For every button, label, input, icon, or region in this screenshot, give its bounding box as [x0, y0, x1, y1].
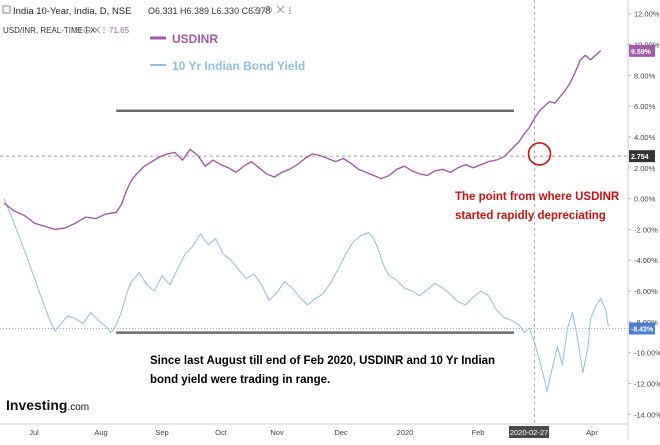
price-tag-label: 2.754 — [631, 154, 649, 161]
price-tag-label: -8.43% — [631, 326, 654, 333]
y-tick-label: 12.00% — [634, 10, 660, 19]
x-tick-label: 2020-02-27 — [510, 428, 548, 437]
close-icon[interactable] — [276, 5, 285, 14]
header-ohlc: O6.331 H6.389 L6.330 C6.378 — [148, 6, 271, 16]
header-title: India 10-Year, India, D, NSE — [13, 6, 131, 17]
range-lines — [116, 109, 514, 334]
eye-icon[interactable] — [72, 26, 82, 33]
x-tick-label: Feb — [472, 428, 485, 437]
price-tag-label: 9.59% — [631, 49, 652, 56]
x-tick-label: Dec — [334, 428, 348, 437]
investing-logo: Investing.com — [6, 397, 89, 413]
close-icon[interactable] — [93, 26, 101, 34]
y-tick-label: -12.00% — [634, 379, 660, 388]
y-tick-label: 4.00% — [634, 133, 656, 142]
y-tick-label: 6.00% — [634, 102, 656, 111]
settings-icon[interactable] — [264, 6, 272, 14]
annotation-depreciation: The point from where USDINR started rapi… — [455, 191, 620, 222]
x-tick-label: 2020 — [397, 428, 414, 437]
x-tick-highlight — [509, 426, 549, 438]
eye-icon[interactable] — [251, 6, 261, 14]
y-tick-label: -4.00% — [634, 256, 658, 265]
price-tag — [629, 322, 655, 335]
legend-label: 10 Yr Indian Bond Yield — [172, 59, 305, 73]
price-tags: 9.59% 2.754 -8.43% — [629, 44, 655, 335]
y-tick-label: -6.00% — [634, 287, 658, 296]
price-tag — [629, 44, 655, 57]
header-subtitle: USD/INR, REAL-TIME FX — [3, 26, 96, 35]
annotation-line: started rapidly depreciating — [455, 210, 606, 222]
y-tick-label: 8.00% — [634, 71, 656, 80]
annotation-line: The point from where USDINR — [455, 191, 620, 203]
settings-icon[interactable] — [83, 26, 91, 34]
logo-suffix: .com — [67, 402, 89, 413]
y-tick-label: -2.00% — [634, 225, 658, 234]
series-line — [3, 198, 609, 392]
highlight-circle — [527, 142, 552, 166]
collapse-icon[interactable] — [2, 5, 11, 14]
svg-text:Investing.com: Investing.com — [6, 397, 89, 413]
y-tick-label: 2.00% — [634, 164, 656, 173]
chart-header: India 10-Year, India, D, NSE O6.331 H6.3… — [2, 5, 291, 35]
annotation-line: Since last August till end of Feb 2020, … — [150, 355, 495, 367]
y-tick-label: -8.00% — [634, 318, 658, 327]
x-tick-label: Jul — [29, 428, 39, 437]
logo-brand: Investing — [6, 397, 67, 413]
annotation-range: Since last August till end of Feb 2020, … — [150, 355, 495, 386]
y-tick-label: -10.00% — [634, 349, 660, 358]
annotation-line: bond yield were trading in range. — [150, 374, 330, 386]
x-tick-label: Sep — [155, 428, 168, 437]
y-tick-label: 0.00% — [634, 195, 656, 204]
x-tick-label: Nov — [270, 428, 284, 437]
more-icon[interactable] — [289, 7, 291, 14]
x-axis: Jul Aug Sep Oct Nov Dec 2020 Feb 2020-02-27 Apr — [0, 423, 628, 438]
series-line — [3, 50, 602, 231]
more-icon[interactable] — [103, 26, 105, 34]
series-layer — [3, 50, 609, 392]
y-tick-label: -14.00% — [634, 410, 660, 419]
x-tick-label: Oct — [215, 428, 228, 437]
header-sub-value: 71.65 — [109, 26, 130, 35]
price-tag — [629, 150, 655, 163]
legend-label: USDINR — [172, 32, 218, 46]
gridlines — [0, 0, 628, 424]
legend: USDINR 10 Yr Indian Bond Yield — [150, 32, 305, 73]
y-axis: 12.00%10.00%8.00%6.00%4.00%2.00%0.00%-2.… — [627, 0, 660, 440]
x-tick-label: Apr — [586, 428, 598, 437]
x-tick-label: Aug — [94, 428, 107, 437]
